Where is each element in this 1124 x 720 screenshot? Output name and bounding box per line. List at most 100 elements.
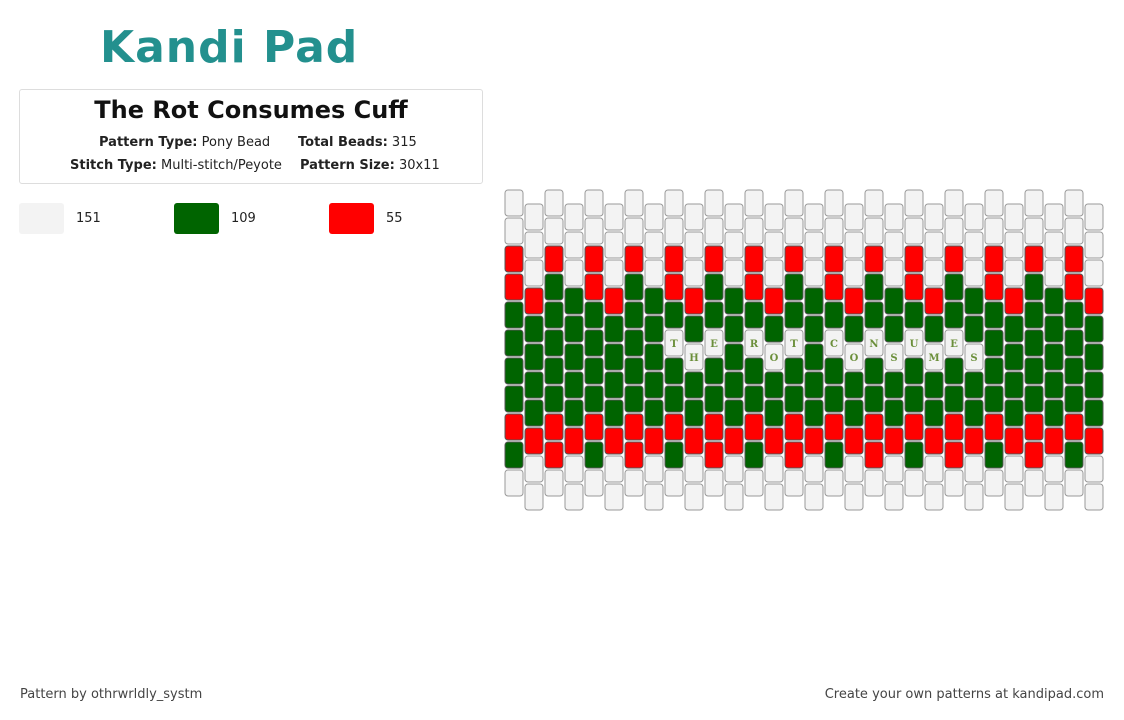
bead <box>944 329 964 357</box>
bead <box>504 217 524 245</box>
beads <box>504 189 1104 511</box>
bead <box>784 441 804 469</box>
bead <box>584 217 604 245</box>
bead <box>844 483 864 511</box>
bead <box>904 385 924 413</box>
bead <box>764 371 784 399</box>
bead <box>604 287 624 315</box>
bead <box>804 343 824 371</box>
bead <box>944 217 964 245</box>
bead <box>664 273 684 301</box>
bead <box>964 231 984 259</box>
bead-letter: T <box>670 339 678 350</box>
bead <box>524 399 544 427</box>
bead <box>524 371 544 399</box>
bead <box>624 329 644 357</box>
bead <box>804 203 824 231</box>
bead <box>684 483 704 511</box>
bead <box>604 371 624 399</box>
bead <box>884 231 904 259</box>
label: Total Beads: <box>298 135 388 150</box>
bead <box>624 413 644 441</box>
bead <box>724 287 744 315</box>
bead <box>564 203 584 231</box>
bead <box>604 259 624 287</box>
bead-letter: E <box>710 339 718 350</box>
bead <box>644 399 664 427</box>
bead <box>944 245 964 273</box>
bead <box>904 469 924 497</box>
bead <box>624 441 644 469</box>
bead <box>964 203 984 231</box>
bead <box>504 245 524 273</box>
bead <box>864 301 884 329</box>
bead <box>1044 231 1064 259</box>
bead <box>1044 203 1064 231</box>
bead <box>824 301 844 329</box>
bead <box>944 357 964 385</box>
bead <box>524 287 544 315</box>
bead <box>604 455 624 483</box>
bead <box>544 441 564 469</box>
footer-link[interactable]: Create your own patterns at kandipad.com <box>824 687 1104 702</box>
bead <box>664 413 684 441</box>
bead <box>564 399 584 427</box>
bead <box>964 483 984 511</box>
logo[interactable]: Kandi Pad <box>100 22 358 73</box>
bead <box>1044 427 1064 455</box>
logo-text: Kandi Pad <box>100 22 359 73</box>
bead <box>984 273 1004 301</box>
bead <box>664 385 684 413</box>
bead <box>984 385 1004 413</box>
label: Pattern Size: <box>300 158 395 173</box>
bead <box>544 469 564 497</box>
bead <box>844 399 864 427</box>
bead <box>804 427 824 455</box>
bead <box>844 455 864 483</box>
bead <box>584 385 604 413</box>
bead <box>1004 399 1024 427</box>
bead <box>604 315 624 343</box>
bead <box>564 343 584 371</box>
bead <box>804 371 824 399</box>
bead <box>804 231 824 259</box>
bead <box>1044 483 1064 511</box>
bead <box>644 231 664 259</box>
bead <box>764 287 784 315</box>
bead <box>784 189 804 217</box>
legend-item[interactable]: 109 <box>174 203 256 234</box>
bead <box>784 301 804 329</box>
legend-item[interactable]: 151 <box>19 203 101 234</box>
bead <box>684 399 704 427</box>
bead <box>624 245 644 273</box>
bead <box>764 427 784 455</box>
bead <box>584 413 604 441</box>
bead <box>584 245 604 273</box>
bead <box>664 245 684 273</box>
bead <box>864 385 884 413</box>
bead <box>784 329 804 357</box>
bead <box>544 245 564 273</box>
bead <box>824 413 844 441</box>
bead <box>784 357 804 385</box>
bead <box>684 343 704 371</box>
bead <box>544 329 564 357</box>
bead <box>524 231 544 259</box>
bead-letter: R <box>750 339 759 350</box>
bead <box>944 441 964 469</box>
bead <box>524 427 544 455</box>
bead <box>624 273 644 301</box>
bead <box>644 483 664 511</box>
bead <box>604 343 624 371</box>
bead <box>984 329 1004 357</box>
bead <box>904 273 924 301</box>
bead <box>564 231 584 259</box>
bead <box>1044 315 1064 343</box>
legend-item[interactable]: 55 <box>329 203 403 234</box>
bead <box>1024 469 1044 497</box>
bead <box>644 343 664 371</box>
bead <box>684 315 704 343</box>
bead <box>564 259 584 287</box>
bead <box>1084 343 1104 371</box>
bead <box>1064 385 1084 413</box>
